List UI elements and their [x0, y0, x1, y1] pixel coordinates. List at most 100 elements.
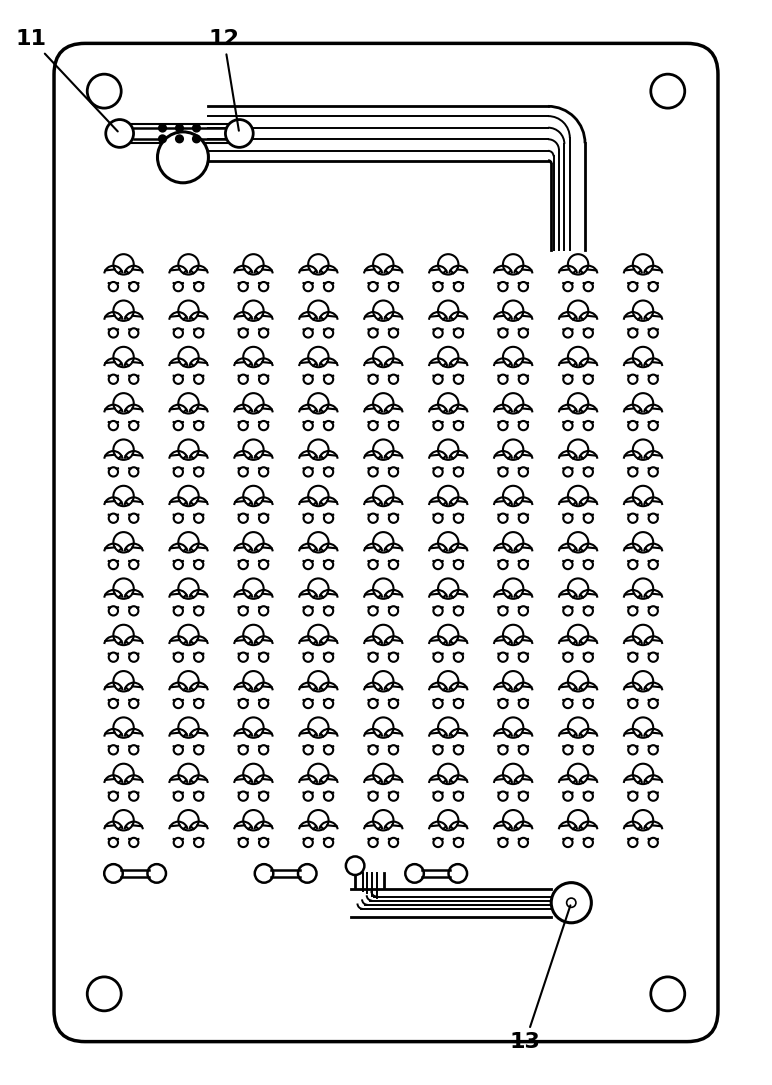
Circle shape — [373, 810, 394, 830]
Circle shape — [499, 838, 508, 847]
Circle shape — [373, 393, 394, 413]
Circle shape — [259, 421, 268, 430]
Circle shape — [438, 486, 459, 507]
Circle shape — [324, 745, 334, 754]
Circle shape — [194, 282, 203, 291]
Circle shape — [178, 764, 198, 784]
Circle shape — [519, 792, 528, 801]
Circle shape — [129, 374, 138, 384]
Circle shape — [109, 607, 118, 615]
Circle shape — [648, 560, 658, 570]
Circle shape — [564, 468, 573, 476]
Circle shape — [109, 792, 118, 801]
Circle shape — [373, 717, 394, 738]
Circle shape — [564, 652, 573, 662]
Circle shape — [503, 532, 523, 552]
Circle shape — [368, 607, 378, 615]
Circle shape — [174, 652, 183, 662]
Circle shape — [648, 513, 658, 523]
Circle shape — [564, 282, 573, 291]
Circle shape — [243, 486, 263, 507]
Circle shape — [308, 578, 329, 599]
Circle shape — [633, 764, 653, 784]
Circle shape — [433, 699, 442, 709]
Circle shape — [438, 347, 459, 367]
Circle shape — [194, 513, 203, 523]
Circle shape — [633, 532, 653, 552]
Circle shape — [303, 699, 313, 709]
Circle shape — [454, 282, 463, 291]
Circle shape — [503, 347, 523, 367]
Circle shape — [454, 745, 463, 754]
Circle shape — [303, 792, 313, 801]
Circle shape — [633, 810, 653, 830]
Circle shape — [178, 532, 198, 552]
Circle shape — [368, 699, 378, 709]
Circle shape — [109, 838, 118, 847]
Circle shape — [109, 329, 118, 337]
Circle shape — [109, 652, 118, 662]
Circle shape — [651, 976, 685, 1011]
Circle shape — [519, 468, 528, 476]
Circle shape — [324, 421, 334, 430]
Circle shape — [239, 282, 248, 291]
Circle shape — [389, 607, 398, 615]
Circle shape — [368, 792, 378, 801]
Circle shape — [503, 439, 523, 460]
Circle shape — [129, 468, 138, 476]
FancyBboxPatch shape — [54, 43, 718, 1042]
Text: 13: 13 — [510, 905, 571, 1052]
Circle shape — [178, 347, 198, 367]
Circle shape — [433, 421, 442, 430]
Circle shape — [129, 699, 138, 709]
Circle shape — [433, 513, 442, 523]
Circle shape — [503, 486, 523, 507]
Circle shape — [519, 329, 528, 337]
Circle shape — [389, 329, 398, 337]
Circle shape — [628, 329, 638, 337]
Circle shape — [373, 254, 394, 275]
Circle shape — [104, 864, 123, 883]
Circle shape — [503, 578, 523, 599]
Circle shape — [438, 578, 459, 599]
Circle shape — [194, 607, 203, 615]
Circle shape — [368, 421, 378, 430]
Circle shape — [298, 864, 317, 883]
Circle shape — [308, 810, 329, 830]
Circle shape — [499, 652, 508, 662]
Circle shape — [113, 810, 134, 830]
Circle shape — [454, 421, 463, 430]
Circle shape — [308, 717, 329, 738]
Circle shape — [324, 468, 334, 476]
Circle shape — [568, 393, 588, 413]
Circle shape — [368, 838, 378, 847]
Circle shape — [499, 421, 508, 430]
Circle shape — [564, 792, 573, 801]
Circle shape — [239, 745, 248, 754]
Circle shape — [373, 301, 394, 321]
Circle shape — [373, 671, 394, 691]
Circle shape — [564, 607, 573, 615]
Circle shape — [109, 745, 118, 754]
Circle shape — [454, 607, 463, 615]
Circle shape — [519, 652, 528, 662]
Circle shape — [519, 513, 528, 523]
Circle shape — [178, 486, 198, 507]
Circle shape — [308, 486, 329, 507]
Circle shape — [147, 864, 166, 883]
Circle shape — [568, 810, 588, 830]
Circle shape — [373, 532, 394, 552]
Circle shape — [176, 135, 184, 143]
Circle shape — [239, 792, 248, 801]
Circle shape — [324, 792, 334, 801]
Circle shape — [628, 560, 638, 570]
Circle shape — [259, 468, 268, 476]
Circle shape — [239, 652, 248, 662]
Circle shape — [568, 532, 588, 552]
Circle shape — [174, 421, 183, 430]
Circle shape — [519, 838, 528, 847]
Circle shape — [324, 560, 334, 570]
Circle shape — [648, 421, 658, 430]
Circle shape — [373, 347, 394, 367]
Circle shape — [303, 745, 313, 754]
